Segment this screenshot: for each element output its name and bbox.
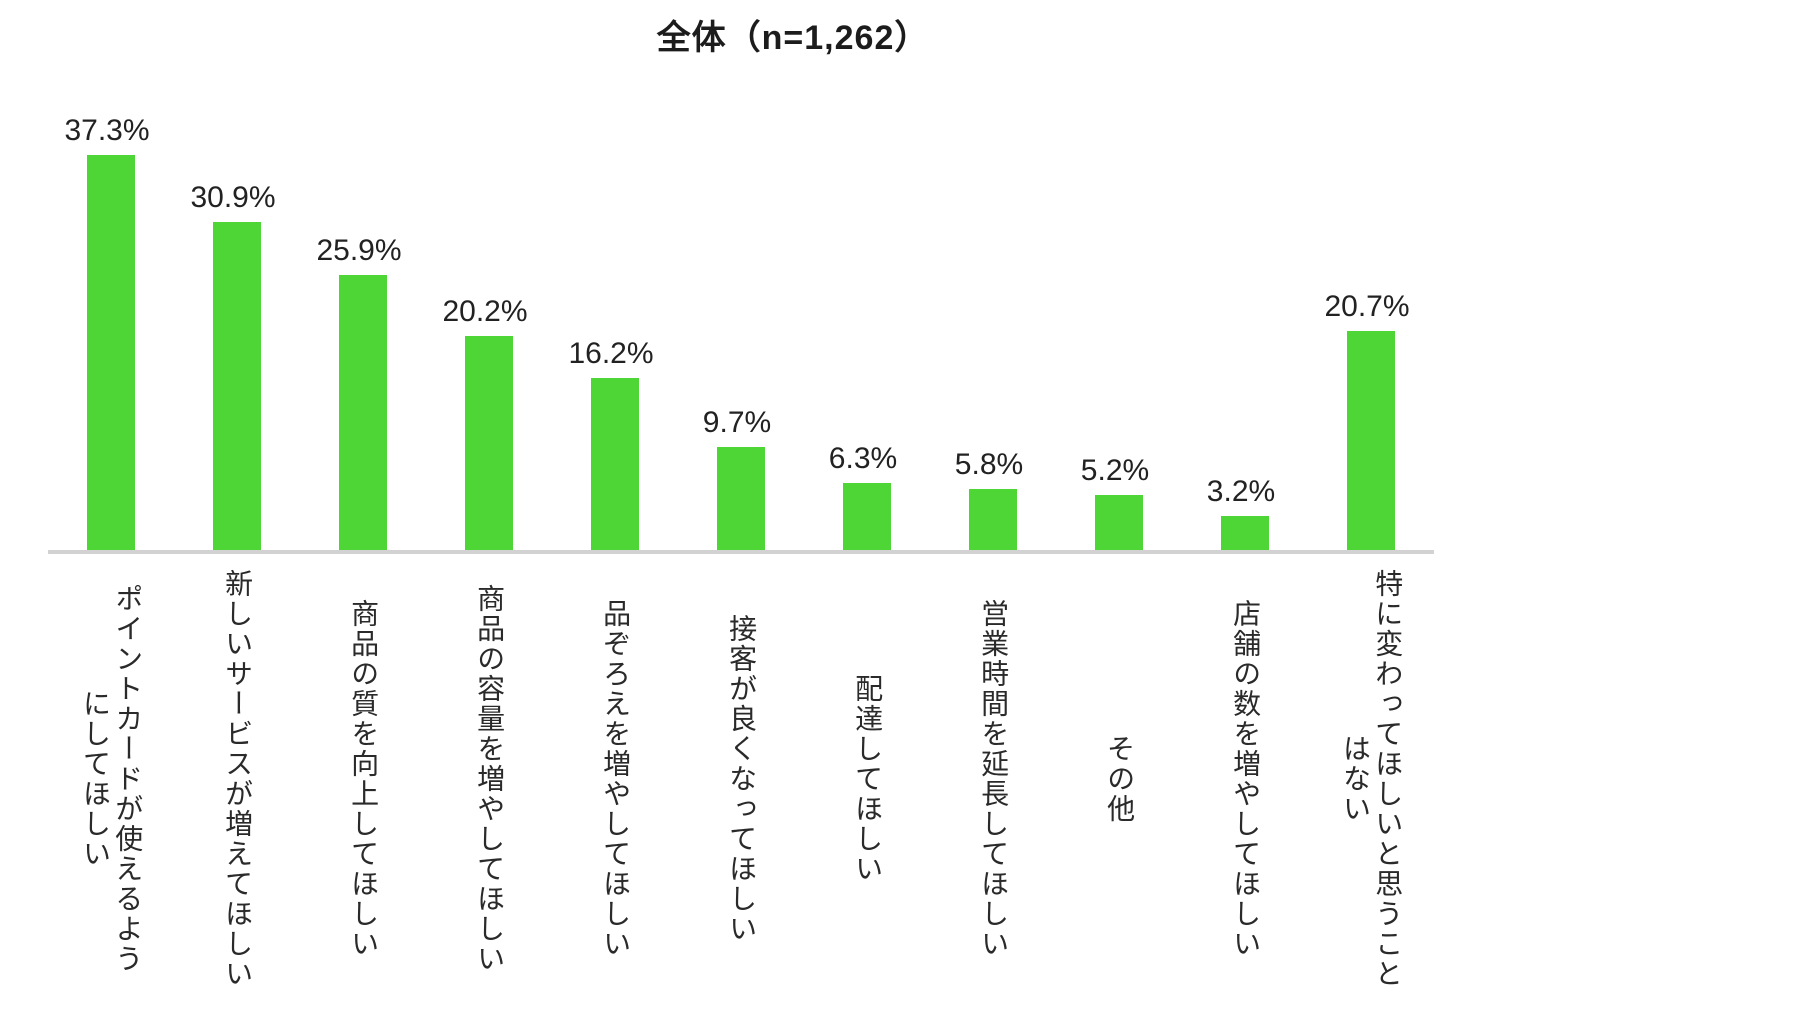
x-label: 店舗の数を増やしてほしい	[1230, 599, 1262, 959]
x-label-cell: 商品の容量を増やしてほしい	[426, 554, 552, 989]
x-label: 特に変わってほしいと思うこと はない	[1340, 569, 1404, 989]
x-label: 接客が良くなってほしい	[726, 614, 758, 944]
bar-slot: 5.8%	[930, 448, 1056, 550]
bar	[969, 489, 1017, 550]
x-label-cell: 新しいサービスが増えてほしい	[174, 554, 300, 989]
x-label-cell: ポイントカードが使えるよう にしてほしい	[48, 554, 174, 989]
x-label-cell: 営業時間を延長してほしい	[930, 554, 1056, 989]
x-label-cell: 品ぞろえを増やしてほしい	[552, 554, 678, 989]
x-label: 配達してほしい	[852, 674, 884, 884]
bar-value-label: 20.2%	[442, 295, 528, 328]
bar-slot: 25.9%	[300, 234, 426, 550]
bar-slot: 37.3%	[48, 114, 174, 550]
x-label: 商品の容量を増やしてほしい	[474, 584, 506, 974]
x-label-cell: 特に変わってほしいと思うこと はない	[1308, 554, 1434, 989]
x-axis-labels: ポイントカードが使えるよう にしてほしい 新しいサービスが増えてほしい 商品の質を向…	[48, 554, 1434, 989]
bar-value-label: 5.8%	[954, 448, 1024, 481]
bar-value-label: 6.3%	[828, 442, 898, 475]
bar	[1221, 516, 1269, 550]
x-label-cell: 店舗の数を増やしてほしい	[1182, 554, 1308, 989]
x-label: 商品の質を向上してほしい	[348, 599, 380, 959]
x-label: 新しいサービスが増えてほしい	[222, 569, 254, 989]
bar-value-label: 9.7%	[702, 406, 772, 439]
bar-slot: 6.3%	[804, 442, 930, 550]
bar-slot: 3.2%	[1182, 475, 1308, 550]
x-label-cell: 商品の質を向上してほしい	[300, 554, 426, 989]
bar	[465, 336, 513, 550]
bar-value-label: 3.2%	[1206, 475, 1276, 508]
x-label: ポイントカードが使えるよう にしてほしい	[80, 584, 144, 974]
bar-value-label: 37.3%	[64, 114, 150, 147]
x-label: 営業時間を延長してほしい	[978, 599, 1010, 959]
bar-chart: 全体（n=1,262） 37.3% 30.9% 25.9% 20.2% 16.2% 9.7…	[48, 16, 1434, 989]
bar-slot: 16.2%	[552, 337, 678, 550]
bar-value-label: 25.9%	[316, 234, 402, 267]
bar	[591, 378, 639, 550]
bar	[87, 155, 135, 550]
x-label-cell: その他	[1056, 554, 1182, 989]
bar	[1347, 331, 1395, 550]
bar-slot: 30.9%	[174, 181, 300, 550]
x-label-cell: 接客が良くなってほしい	[678, 554, 804, 989]
bar-slot: 20.7%	[1308, 290, 1434, 550]
bar	[843, 483, 891, 550]
bar	[213, 222, 261, 550]
bar-value-label: 5.2%	[1080, 454, 1150, 487]
plot-area: 37.3% 30.9% 25.9% 20.2% 16.2% 9.7% 6.3% 5.8% 5.2…	[48, 95, 1434, 554]
bar	[717, 447, 765, 550]
x-label: 品ぞろえを増やしてほしい	[600, 599, 632, 959]
bar-slot: 20.2%	[426, 295, 552, 550]
chart-title: 全体（n=1,262）	[656, 19, 930, 57]
bar-slot: 9.7%	[678, 406, 804, 550]
x-label-cell: 配達してほしい	[804, 554, 930, 989]
bar-value-label: 30.9%	[190, 181, 276, 214]
bar	[339, 275, 387, 550]
bar-value-label: 20.7%	[1324, 290, 1410, 323]
bar-value-label: 16.2%	[568, 337, 654, 370]
x-label: その他	[1104, 734, 1136, 824]
bar-slot: 5.2%	[1056, 454, 1182, 550]
bar	[1095, 495, 1143, 550]
